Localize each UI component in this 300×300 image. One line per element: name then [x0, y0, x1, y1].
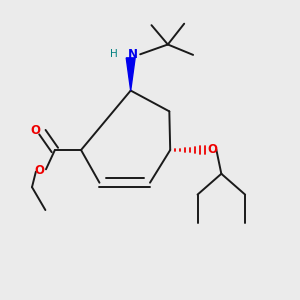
- Text: O: O: [34, 164, 44, 177]
- Text: H: H: [110, 49, 118, 59]
- Text: N: N: [128, 48, 138, 61]
- Text: O: O: [31, 124, 41, 137]
- Text: O: O: [208, 143, 218, 156]
- Polygon shape: [126, 58, 135, 91]
